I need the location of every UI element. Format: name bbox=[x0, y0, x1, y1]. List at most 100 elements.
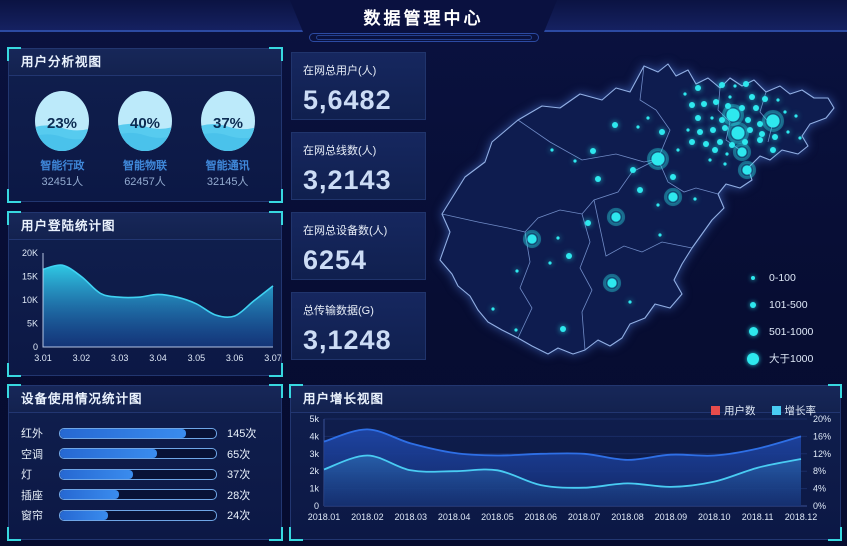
panel-title-user-growth: 用户增长视图 bbox=[291, 386, 840, 413]
legend-label: 增长率 bbox=[784, 405, 817, 417]
map-point bbox=[712, 147, 718, 153]
map-point bbox=[548, 261, 552, 265]
map-legend-item: 101-500 bbox=[745, 291, 813, 318]
map-point bbox=[798, 136, 802, 140]
bar-category-label: 灯 bbox=[21, 469, 32, 482]
map-legend-label: 501-1000 bbox=[769, 325, 814, 338]
svg-text:3.04: 3.04 bbox=[149, 353, 167, 363]
legend-swatch bbox=[711, 406, 720, 415]
map-legend-label: 大于1000 bbox=[769, 353, 814, 365]
bar-fill bbox=[60, 449, 157, 459]
bar-track bbox=[59, 448, 217, 460]
svg-text:2018.02: 2018.02 bbox=[351, 512, 384, 522]
svg-text:5K: 5K bbox=[27, 319, 38, 329]
bar-category-label: 窗帘 bbox=[21, 510, 43, 523]
gauge-count: 62457人 bbox=[124, 176, 166, 188]
map-legend-dot bbox=[751, 275, 755, 280]
map-point bbox=[683, 92, 687, 96]
map-point bbox=[611, 212, 621, 222]
map-point bbox=[722, 125, 728, 131]
map-point bbox=[491, 307, 495, 311]
map-legend-dot bbox=[750, 301, 756, 308]
legend-item[interactable]: 用户数 bbox=[711, 403, 756, 418]
header: 数据管理中心 bbox=[0, 0, 847, 42]
map-legend-label: 101-500 bbox=[769, 298, 808, 311]
map-point-halo bbox=[647, 148, 669, 170]
bar-value-label: 145次 bbox=[227, 428, 257, 441]
map-point bbox=[697, 129, 703, 135]
growth-legend: 用户数 增长率 bbox=[711, 403, 816, 418]
bar-value-label: 65次 bbox=[227, 448, 251, 461]
map-point bbox=[719, 117, 725, 123]
bar-fill bbox=[60, 490, 120, 500]
province-map bbox=[439, 63, 835, 355]
map-legend-label: 0-100 bbox=[769, 271, 796, 284]
map-point bbox=[693, 197, 697, 201]
map-point bbox=[527, 234, 537, 244]
map-point bbox=[659, 129, 665, 135]
map-point bbox=[710, 127, 716, 133]
map-point bbox=[742, 165, 752, 175]
svg-text:2018.10: 2018.10 bbox=[698, 512, 731, 522]
stat-card-label: 总传输数据(G) bbox=[303, 305, 374, 317]
svg-text:2018.04: 2018.04 bbox=[438, 512, 471, 522]
svg-text:2018.08: 2018.08 bbox=[611, 512, 644, 522]
map-point-halo bbox=[602, 273, 622, 293]
bar-track bbox=[59, 427, 217, 439]
page-title: 数据管理中心 bbox=[363, 8, 484, 28]
stat-card-label: 在网总设备数(人) bbox=[303, 225, 388, 237]
stat-card-label: 在网总用户(人) bbox=[303, 65, 377, 77]
map-legend-dot-box bbox=[745, 352, 761, 365]
map-point bbox=[776, 98, 780, 102]
legend-label: 用户数 bbox=[724, 405, 756, 417]
map-point bbox=[658, 233, 662, 237]
map-point bbox=[651, 152, 665, 166]
stat-card-label: 在网总线数(人) bbox=[303, 145, 377, 157]
bar-rows: 红外 145次 空调 65次灯 37次 插座 28次 窗帘 24次 bbox=[9, 413, 281, 526]
gauge-label: 智能行政 bbox=[40, 160, 85, 172]
stat-card: 在网总设备数(人) 6254 bbox=[291, 212, 426, 280]
svg-text:2018.09: 2018.09 bbox=[655, 512, 688, 522]
bar-fill bbox=[60, 510, 109, 520]
svg-text:2018.07: 2018.07 bbox=[568, 512, 601, 522]
map-point bbox=[590, 148, 596, 154]
map-point bbox=[636, 125, 640, 129]
stat-card-value: 6254 bbox=[303, 245, 368, 275]
map-point bbox=[733, 84, 737, 88]
map-point bbox=[783, 110, 787, 114]
map-point bbox=[695, 115, 701, 121]
panel-title-user-analysis: 用户分析视图 bbox=[9, 49, 281, 76]
panel-title-login-stats: 用户登陆统计图 bbox=[9, 213, 281, 240]
bar-track bbox=[59, 468, 217, 480]
gauge-percent: 40% bbox=[130, 115, 160, 132]
map-point bbox=[708, 158, 712, 162]
map-point bbox=[689, 102, 695, 108]
map-point bbox=[766, 114, 780, 128]
map-point-halo bbox=[737, 160, 757, 180]
map-point bbox=[728, 95, 732, 99]
map-point bbox=[550, 148, 554, 152]
svg-text:2018.05: 2018.05 bbox=[481, 512, 514, 522]
map-point bbox=[786, 130, 790, 134]
svg-text:3.05: 3.05 bbox=[188, 353, 206, 363]
map-point bbox=[759, 131, 765, 137]
svg-text:16%: 16% bbox=[813, 431, 831, 441]
map-dots bbox=[491, 81, 802, 332]
map-point bbox=[515, 269, 519, 273]
legend-item[interactable]: 增长率 bbox=[771, 403, 817, 418]
stat-card-value: 3,1248 bbox=[303, 325, 392, 355]
svg-text:5k: 5k bbox=[309, 414, 319, 424]
map-point bbox=[656, 203, 660, 207]
svg-text:3.07: 3.07 bbox=[264, 353, 281, 363]
bar-category-label: 插座 bbox=[21, 489, 43, 502]
growth-area-chart: 0 0% 1k 4% 2k 8% 3k 12% 4k 16% 5k 20% 2018.01 2018.02… bbox=[308, 414, 831, 522]
map-point-halo bbox=[722, 104, 744, 126]
gauge: 23% 智能行政 32451人 bbox=[23, 88, 101, 189]
map-legend-item: 大于1000 bbox=[745, 345, 813, 372]
map-point bbox=[689, 139, 695, 145]
map-point bbox=[742, 139, 748, 145]
map-point bbox=[737, 147, 747, 157]
gauge: 37% 智能通讯 32145人 bbox=[189, 88, 267, 189]
map-point bbox=[745, 117, 751, 123]
map-point-halo bbox=[727, 122, 749, 144]
